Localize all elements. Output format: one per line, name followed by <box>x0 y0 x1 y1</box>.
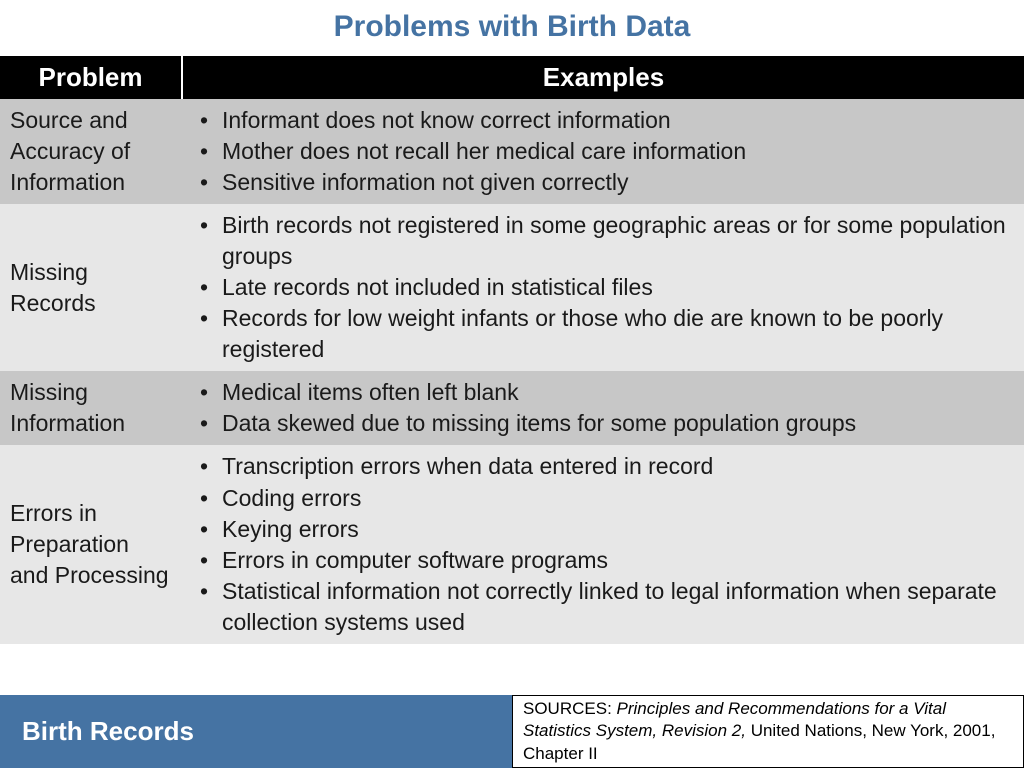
examples-cell: Medical items often left blankData skewe… <box>182 371 1024 445</box>
table-header-row: Problem Examples <box>0 56 1024 99</box>
section-label: Birth Records <box>0 695 512 768</box>
examples-list: Transcription errors when data entered i… <box>192 451 1014 637</box>
list-item: Statistical information not correctly li… <box>222 576 1014 638</box>
problem-cell: Source and Accuracy of Information <box>0 99 182 204</box>
examples-cell: Informant does not know correct informat… <box>182 99 1024 204</box>
examples-cell: Transcription errors when data entered i… <box>182 445 1024 643</box>
list-item: Data skewed due to missing items for som… <box>222 408 1014 439</box>
problem-cell: Errors in Preparation and Processing <box>0 445 182 643</box>
footer: Birth Records SOURCES: Principles and Re… <box>0 695 1024 768</box>
table-row: Errors in Preparation and Processing Tran… <box>0 445 1024 643</box>
list-item: Transcription errors when data entered i… <box>222 451 1014 482</box>
problem-cell: Missing Records <box>0 204 182 371</box>
table-row: Missing InformationMedical items often l… <box>0 371 1024 445</box>
list-item: Informant does not know correct informat… <box>222 105 1014 136</box>
table-row: Missing Records Birth records not registe… <box>0 204 1024 371</box>
list-item: Keying errors <box>222 514 1014 545</box>
examples-cell: Birth records not registered in some geo… <box>182 204 1024 371</box>
source-label: SOURCES: <box>523 699 617 718</box>
examples-list: Medical items often left blankData skewe… <box>192 377 1014 439</box>
source-citation: SOURCES: Principles and Recommendations … <box>512 695 1024 768</box>
list-item: Sensitive information not given correctl… <box>222 167 1014 198</box>
list-item: Records for low weight infants or those … <box>222 303 1014 365</box>
list-item: Medical items often left blank <box>222 377 1014 408</box>
list-item: Coding errors <box>222 483 1014 514</box>
page-title: Problems with Birth Data <box>0 0 1024 56</box>
list-item: Late records not included in statistical… <box>222 272 1014 303</box>
examples-list: Informant does not know correct informat… <box>192 105 1014 198</box>
col-header-examples: Examples <box>182 56 1024 99</box>
list-item: Errors in computer software programs <box>222 545 1014 576</box>
problems-table: Problem Examples Source and Accuracy of … <box>0 56 1024 644</box>
table-body: Source and Accuracy of Information Inform… <box>0 99 1024 644</box>
examples-list: Birth records not registered in some geo… <box>192 210 1014 365</box>
col-header-problem: Problem <box>0 56 182 99</box>
list-item: Mother does not recall her medical care … <box>222 136 1014 167</box>
table-row: Source and Accuracy of Information Inform… <box>0 99 1024 204</box>
problem-cell: Missing Information <box>0 371 182 445</box>
list-item: Birth records not registered in some geo… <box>222 210 1014 272</box>
